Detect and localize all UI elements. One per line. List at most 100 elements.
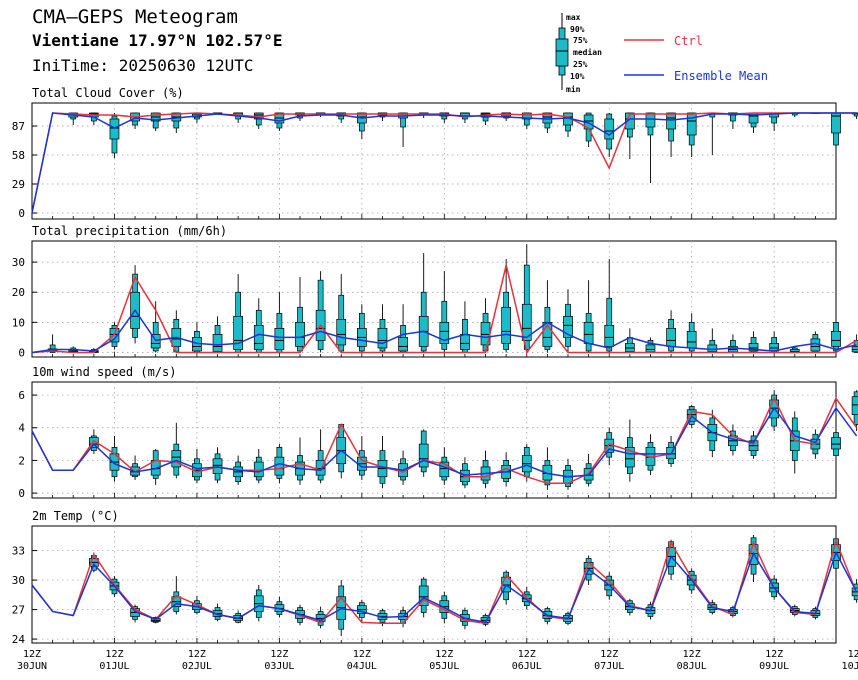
panel-title: Total Cloud Cover (%) [32, 86, 184, 100]
x-tick-date-label: 07JUL [594, 661, 624, 672]
box-inner [150, 334, 161, 349]
y-tick-label: 30 [12, 256, 25, 269]
x-tick-date-label: 05JUL [429, 661, 459, 672]
box-inner [418, 585, 429, 606]
y-tick-label: 27 [12, 604, 25, 617]
box-inner [212, 458, 223, 474]
x-tick-date-label: 06JUL [512, 661, 542, 672]
y-tick-label: 87 [12, 120, 25, 133]
box-inner [583, 322, 594, 344]
legend-label-median: median [573, 47, 602, 57]
box-inner [604, 325, 615, 347]
legend-label-25: 25% [573, 60, 588, 69]
legend-label-min: min [566, 84, 581, 94]
legend: max 90% 75% median 25% 10% min Ctrl Ense… [555, 13, 768, 94]
box-inner [109, 118, 120, 140]
x-tick-hour-label: 12Z [435, 649, 453, 660]
x-tick-hour-label: 12Z [353, 649, 371, 660]
y-tick-label: 0 [18, 487, 25, 500]
y-tick-label: 10 [12, 316, 25, 329]
box-outer [606, 297, 613, 352]
y-tick-label: 4 [18, 422, 25, 435]
legend-label-max: max [566, 13, 581, 22]
panel-frame [31, 240, 837, 358]
box-inner [171, 450, 182, 468]
panel-title: Total precipitation (mm/6h) [32, 224, 227, 238]
ctrl-series-line [31, 396, 858, 485]
x-tick-date-label: 01JUL [99, 661, 129, 672]
box-inner [315, 460, 326, 476]
legend-label-90: 90% [570, 25, 585, 34]
box-inner [624, 112, 635, 130]
box-inner [377, 328, 388, 349]
box-inner [336, 318, 347, 346]
panel-frame [31, 102, 837, 220]
legend-ctrl-label: Ctrl [674, 34, 703, 48]
box-inner [274, 456, 285, 476]
x-tick-date-label: 10JUL [842, 661, 858, 672]
box-inner [542, 112, 553, 124]
y-tick-label: 30 [12, 574, 25, 587]
box-inner [521, 303, 532, 341]
box-inner [460, 334, 470, 350]
box-inner [666, 112, 676, 130]
box-inner [645, 344, 656, 353]
box-inner [253, 325, 264, 350]
box-inner [398, 337, 408, 352]
y-tick-label: 20 [12, 286, 25, 299]
box-inner [851, 396, 858, 416]
y-tick-label: 58 [12, 149, 25, 162]
x-tick-date-label: 03JUL [264, 661, 294, 672]
box-inner [686, 331, 697, 349]
box-inner [212, 334, 223, 352]
box-inner [521, 112, 532, 120]
ensemble-mean-line [31, 406, 858, 478]
page-title: CMA—GEPS Meteogram [32, 6, 238, 28]
box-inner [624, 447, 635, 468]
ensemble-mean-line [31, 308, 857, 354]
x-tick-date-label: 30JUN [17, 661, 47, 672]
panel-frame [31, 525, 837, 644]
x-tick-hour-label: 12Z [105, 649, 123, 660]
box-inner [418, 443, 429, 468]
x-tick-hour-label: 12Z [765, 649, 783, 660]
legend-mean-label: Ensemble Mean [674, 69, 768, 83]
box-inner [666, 328, 676, 347]
y-tick-label: 33 [12, 545, 25, 558]
box-inner [542, 464, 553, 481]
legend-box-inner [555, 38, 569, 67]
panel-title: 10m wind speed (m/s) [32, 365, 177, 379]
y-tick-label: 2 [18, 454, 25, 467]
y-tick-label: 6 [18, 389, 25, 402]
box-inner [501, 306, 512, 344]
ensemble-mean-line [31, 112, 857, 214]
x-tick-date-label: 09JUL [759, 661, 789, 672]
box-inner [748, 343, 759, 352]
x-tick-date-label: 08JUL [677, 661, 707, 672]
y-tick-label: 29 [12, 178, 25, 191]
x-tick-hour-label: 12Z [683, 649, 701, 660]
y-tick-label: 24 [12, 633, 26, 646]
box-inner [604, 118, 615, 140]
x-tick-hour-label: 12Z [848, 649, 858, 660]
panel-title: 2m Temp (°C) [32, 509, 119, 523]
legend-label-10: 10% [570, 72, 585, 81]
x-tick-hour-label: 12Z [600, 649, 618, 660]
box-inner [707, 344, 718, 352]
box-inner [295, 322, 305, 347]
box-inner [645, 112, 656, 128]
box-inner [686, 112, 697, 136]
x-tick-hour-label: 12Z [518, 649, 536, 660]
y-tick-label: 0 [18, 346, 25, 359]
ensemble-mean-line [31, 550, 858, 624]
box-inner [88, 437, 99, 448]
box-inner [831, 437, 841, 450]
x-tick-date-label: 02JUL [182, 661, 212, 672]
x-tick-hour-label: 12Z [270, 649, 288, 660]
x-tick-hour-label: 12Z [23, 649, 41, 660]
legend-label-75: 75% [573, 36, 588, 45]
box-inner [274, 328, 285, 350]
box-inner [233, 315, 244, 350]
station-location: Vientiane 17.97°N 102.57°E [32, 31, 283, 50]
